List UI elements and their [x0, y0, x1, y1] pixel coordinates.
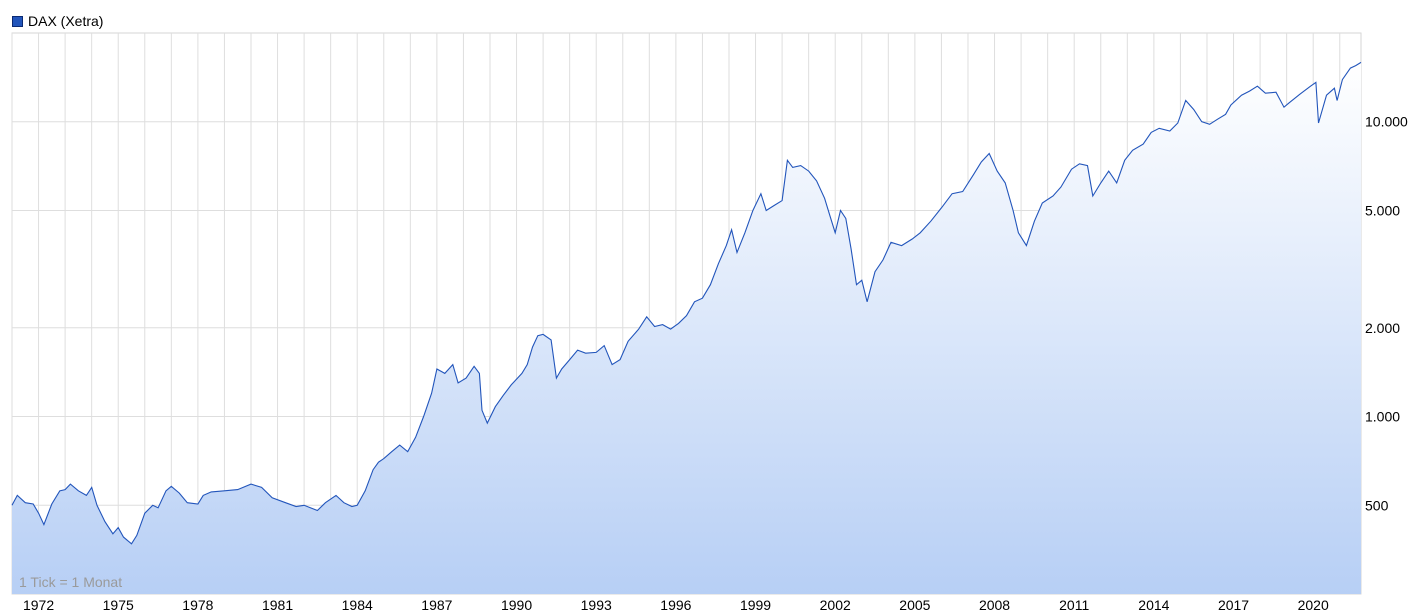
x-tick-label: 2017	[1218, 597, 1249, 612]
x-tick-label: 2014	[1138, 597, 1169, 612]
tick-interval-note: 1 Tick = 1 Monat	[19, 574, 122, 590]
x-tick-label: 2011	[1059, 597, 1089, 612]
y-tick-label: 2.000	[1365, 320, 1400, 336]
x-tick-label: 1996	[660, 597, 691, 612]
x-tick-label: 1990	[501, 597, 532, 612]
x-tick-label: 2020	[1298, 597, 1329, 612]
x-tick-label: 1993	[581, 597, 612, 612]
y-tick-label: 5.000	[1365, 202, 1400, 218]
x-tick-label: 1972	[23, 597, 54, 612]
x-tick-label: 1999	[740, 597, 771, 612]
y-tick-label: 500	[1365, 497, 1389, 513]
y-axis-ticks: 500 1.000 2.000 5.000 10.000	[1365, 114, 1408, 514]
x-tick-label: 2002	[820, 597, 851, 612]
x-tick-label: 2008	[979, 597, 1010, 612]
x-tick-label: 1978	[182, 597, 213, 612]
x-tick-label: 2005	[899, 597, 930, 612]
x-tick-label: 1981	[262, 597, 293, 612]
x-tick-label: 1987	[421, 597, 452, 612]
y-tick-label: 10.000	[1365, 114, 1408, 130]
x-tick-label: 1975	[103, 597, 134, 612]
chart-legend: DAX (Xetra)	[12, 13, 103, 29]
legend-color-swatch	[12, 15, 23, 27]
x-tick-label: 1984	[342, 597, 373, 612]
legend-series-label: DAX (Xetra)	[28, 13, 104, 29]
series-line	[11, 61, 1362, 545]
x-axis-ticks: 1972 1975 1978 1981 1984 1987 1990 1993 1996 1999…	[23, 597, 1329, 612]
y-tick-label: 1.000	[1365, 409, 1400, 425]
series-area-fill	[12, 62, 1361, 594]
